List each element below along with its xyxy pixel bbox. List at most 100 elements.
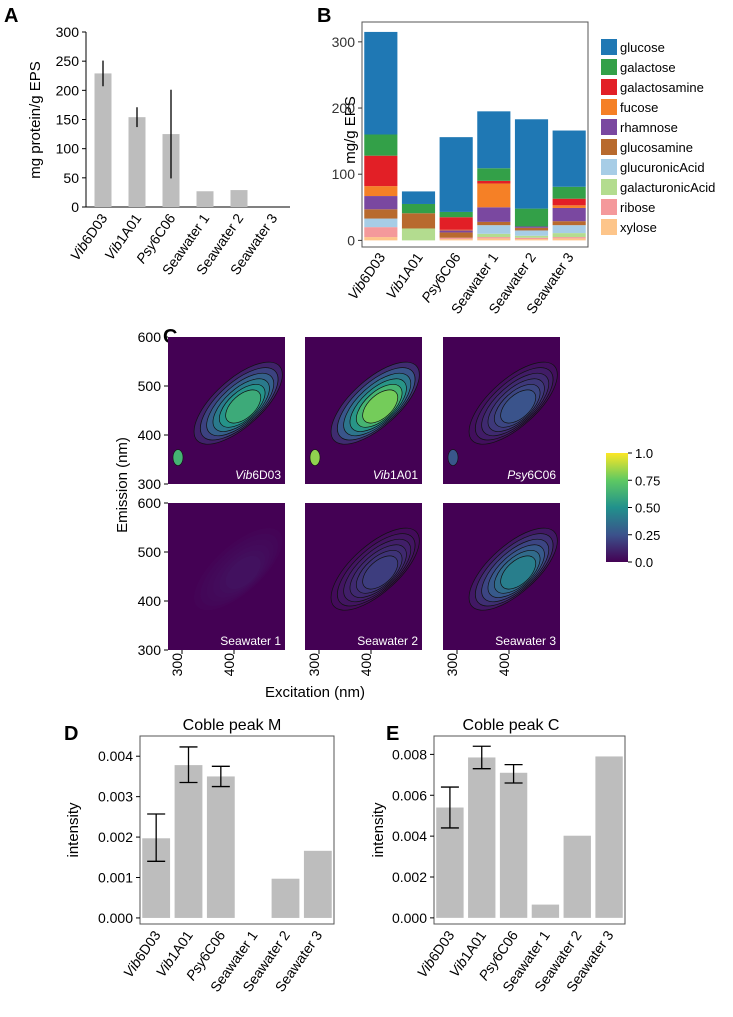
- panel-b-bar-glucose-4: [477, 111, 511, 169]
- heatmap-1-scatter-peak: [172, 449, 184, 466]
- panel-c-y-tick-0-1: 400: [138, 427, 162, 443]
- panel-b-bar-fucose-3: [439, 229, 473, 231]
- heatmap-5-contour-0: [330, 527, 420, 611]
- panel-b-bar-glucosamine-5: [514, 227, 549, 231]
- panel-b-bar-galactosamine-6: [552, 198, 586, 206]
- legend-label-glucosamine: glucosamine: [620, 140, 693, 155]
- panel-b-bar-rhamnose-3: [439, 230, 473, 233]
- panel-c-y-tick-1-2: 500: [138, 544, 162, 560]
- heatmap-label-3-italic: Psy: [507, 468, 528, 482]
- colorbar-tick-3: 0.25: [635, 528, 660, 543]
- panel-b-bar-fucose-4: [477, 183, 511, 208]
- heatmap-2-scatter-peak: [309, 449, 321, 466]
- heatmap-1-contour-0: [193, 361, 283, 445]
- panel-a-y-tick-2: 100: [56, 141, 80, 157]
- heatmap-3-contour-4: [494, 384, 541, 428]
- panel-c-heatmaps: Emission (nm) Excitation (nm) Vib6D03 Vib…: [114, 329, 660, 701]
- panel-b-bar-glucuronicAcid-6: [552, 225, 586, 234]
- heatmap-3-contour-1: [475, 367, 554, 441]
- legend-label-rhamnose: rhamnose: [620, 120, 678, 135]
- panel-c-x-tick-2-1: 400: [496, 653, 512, 677]
- heatmap-3-level-5: [500, 389, 536, 424]
- panel-e-bar-4: [531, 904, 560, 918]
- panel-b-bar-glucose-2: [401, 191, 436, 204]
- heatmap-2-contour-2: [343, 372, 412, 437]
- panel-d-y-label: intensity: [65, 802, 82, 858]
- panel-c-x-tick-0-1: 400: [221, 653, 237, 677]
- heatmap-5-contour-4: [356, 550, 403, 594]
- panel-b-bar-fucose-1: [364, 186, 398, 197]
- panel-b-x-tick-1-text: 6D03: [356, 249, 388, 286]
- heatmap-6-level-5: [500, 555, 536, 590]
- panel-e-y-tick-1: 0.002: [392, 869, 427, 885]
- panel-b-bar-galactose-4: [477, 168, 511, 181]
- panel-b-bar-galactosamine-3: [439, 217, 473, 230]
- panel-d-chart: Coble peak M intensity 0.000 0.001 0.002 0.…: [65, 717, 335, 995]
- panel-b-bar-ribose-3: [439, 237, 473, 240]
- heatmap-1-contour-3: [212, 378, 270, 432]
- panel-a-bar-2: [128, 117, 146, 207]
- panel-letter-e: E: [386, 723, 399, 745]
- panel-b-bar-rhamnose-5: [514, 226, 549, 228]
- panel-b-bar-galactose-6: [552, 186, 586, 199]
- panel-b-bar-rhamnose-4: [477, 207, 511, 222]
- colorbar-tick-4: 0.0: [635, 555, 653, 570]
- legend-label-xylose: xylose: [620, 220, 657, 235]
- panel-b-plot-area: [361, 21, 589, 248]
- panel-c-x-tick-0-0: 300: [169, 653, 185, 677]
- panel-b-bar-glucose-3: [439, 137, 473, 212]
- heatmap-3-scatter-peak: [447, 449, 459, 466]
- legend-swatch-rhamnose: [601, 119, 617, 135]
- panel-a-bar-1: [94, 73, 112, 208]
- heatmap-label-6: Seawater 3: [495, 634, 556, 648]
- panel-b-bar-galacturonicAcid-2: [401, 228, 436, 241]
- panel-a-bar-4: [196, 191, 214, 207]
- heatmap-label-1-text: 6D03: [252, 468, 281, 482]
- panel-e-title: Coble peak C: [463, 717, 560, 734]
- heatmap-label-3-text: 6C06: [527, 468, 556, 482]
- colorbar: [606, 453, 628, 562]
- panel-d-y-tick-0: 0.000: [98, 910, 133, 926]
- heatmap-4-level-5: [225, 555, 261, 590]
- panel-c-y-tick-0-2: 500: [138, 378, 162, 394]
- legend-label-glucose: glucose: [620, 40, 665, 55]
- panel-a-y-tick-6: 300: [56, 24, 80, 40]
- panel-b-bar-ribose-4: [477, 237, 511, 239]
- panel-b-bar-galactose-5: [514, 208, 549, 227]
- panel-b-bar-glucose-5: [514, 119, 549, 209]
- legend-swatch-glucose: [601, 39, 617, 55]
- panel-e-y-tick-4: 0.008: [392, 746, 427, 762]
- heatmap-6-contour-3: [487, 544, 545, 598]
- legend-swatch-xylose: [601, 219, 617, 235]
- heatmap-label-2-italic: Vib: [373, 468, 390, 482]
- heatmap-1-contour-1: [200, 367, 279, 441]
- panel-e-bar-5: [563, 835, 591, 918]
- heatmap-1-contour-5: [225, 389, 262, 424]
- heatmap-2-contour-3: [349, 378, 407, 432]
- panel-a-chart: mg protein/g EPS 050100150200250300Vib6D…: [27, 24, 290, 278]
- heatmap-6-contour-0: [468, 527, 558, 611]
- panel-b-bar-galactose-1: [364, 134, 398, 156]
- panel-d-title: Coble peak M: [183, 717, 282, 734]
- panel-b-bar-galactose-2: [401, 203, 436, 214]
- heatmap-6-contour-5: [500, 555, 537, 590]
- panel-b-bar-galactosamine-1: [364, 155, 398, 187]
- heatmap-1-contour-4: [219, 384, 266, 428]
- panel-b-bar-glucuronicAcid-1: [364, 218, 398, 228]
- panel-b-bar-xylose-6: [552, 238, 586, 241]
- panel-b-bar-galacturonicAcid-4: [477, 233, 511, 238]
- heatmap-label-6-text: Seawater 3: [495, 634, 556, 648]
- heatmap-1-contour-2: [206, 372, 275, 437]
- legend-label-fucose: fucose: [620, 100, 658, 115]
- heatmap-2-contour-1: [337, 367, 416, 441]
- heatmap-3-contour-0: [468, 361, 558, 445]
- panel-b-bar-glucose-1: [364, 31, 398, 135]
- panel-b-bar-xylose-1: [364, 237, 398, 241]
- panel-b-bar-glucuronicAcid-5: [514, 230, 549, 236]
- panel-e-plot-area: [433, 735, 626, 925]
- legend-label-galactose: galactose: [620, 60, 676, 75]
- panel-b-bar-xylose-5: [514, 239, 549, 241]
- panel-a-y-tick-0: 0: [71, 199, 79, 215]
- heatmap-label-4: Seawater 1: [220, 634, 281, 648]
